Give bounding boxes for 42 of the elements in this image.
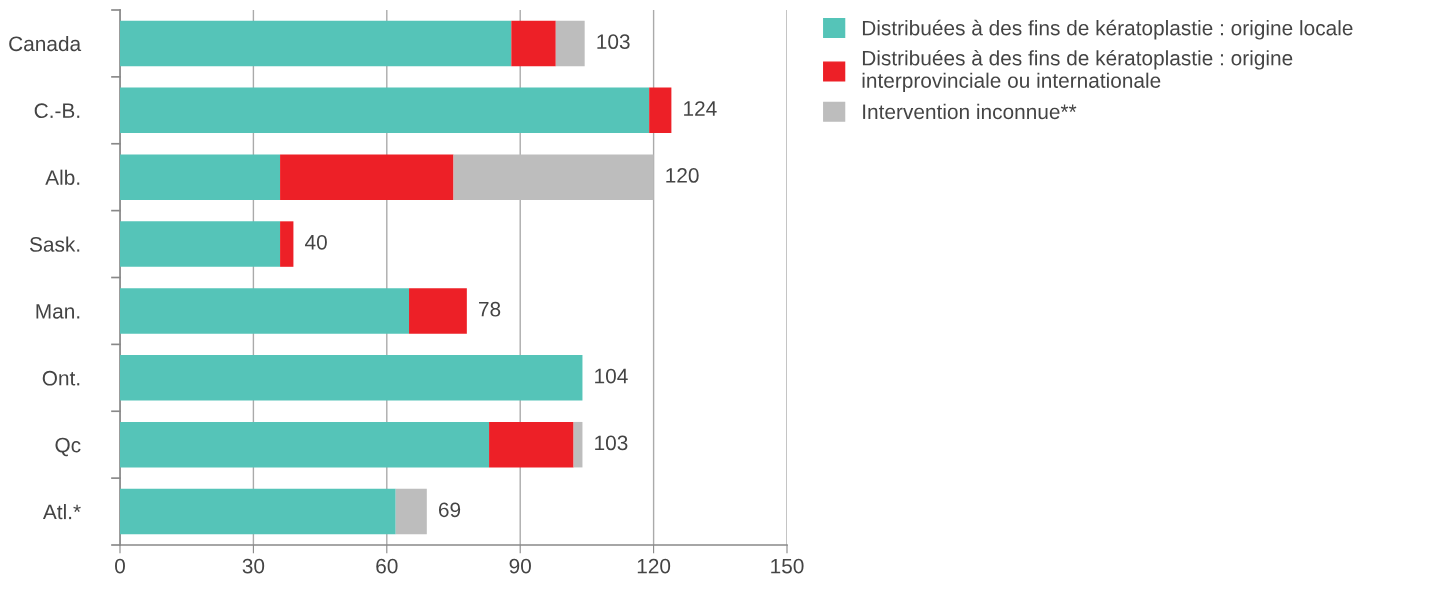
y-tick-label: Man. (36, 304, 80, 319)
y-tick-label: Atl.* (42, 504, 81, 520)
x-tick-label: 90 (509, 558, 531, 574)
bar (395, 488, 427, 535)
bar (280, 154, 454, 200)
total-label: 40 (305, 234, 327, 250)
bar (120, 288, 410, 334)
total-label: 78 (479, 301, 501, 317)
bar (555, 20, 585, 67)
y-tick-label: C.-B. (34, 103, 80, 119)
total-label: 104 (595, 368, 628, 384)
bar (120, 488, 396, 535)
legend-label: Intervention inconnue** (863, 103, 1077, 120)
bar (120, 154, 281, 200)
total-label: 103 (597, 34, 630, 50)
x-tick-label: 30 (242, 558, 265, 574)
y-tick-label: Ont. (42, 370, 80, 386)
bar (649, 87, 672, 134)
total-label: 103 (595, 435, 628, 451)
bar (280, 221, 294, 267)
bar (511, 20, 556, 67)
y-tick-label: Canada (9, 35, 82, 52)
bar (120, 355, 583, 401)
legend-label: Distribuées à des fins de kératoplastie : origine interprovinciale ou internationale (862, 49, 1293, 93)
y-tick-label: Sask. (29, 236, 80, 252)
x-tick-label: 120 (637, 558, 671, 574)
bar (489, 421, 574, 468)
bar (453, 154, 654, 200)
bar (120, 87, 650, 134)
bar (120, 421, 490, 468)
x-tick-label: 150 (771, 558, 804, 574)
y-tick-label: Qc (55, 437, 81, 457)
bar (120, 20, 512, 67)
x-tick-label: 60 (376, 558, 398, 574)
bar (409, 288, 467, 334)
total-label: 69 (438, 502, 461, 518)
legend-label: Distribuées à des fins de kératoplastie : origine locale (862, 19, 1353, 40)
x-tick-label: 0 (115, 558, 125, 574)
total-label: 124 (684, 101, 717, 116)
total-label: 120 (666, 168, 699, 183)
y-tick-label: Alb. (45, 169, 80, 185)
bar (120, 221, 281, 267)
